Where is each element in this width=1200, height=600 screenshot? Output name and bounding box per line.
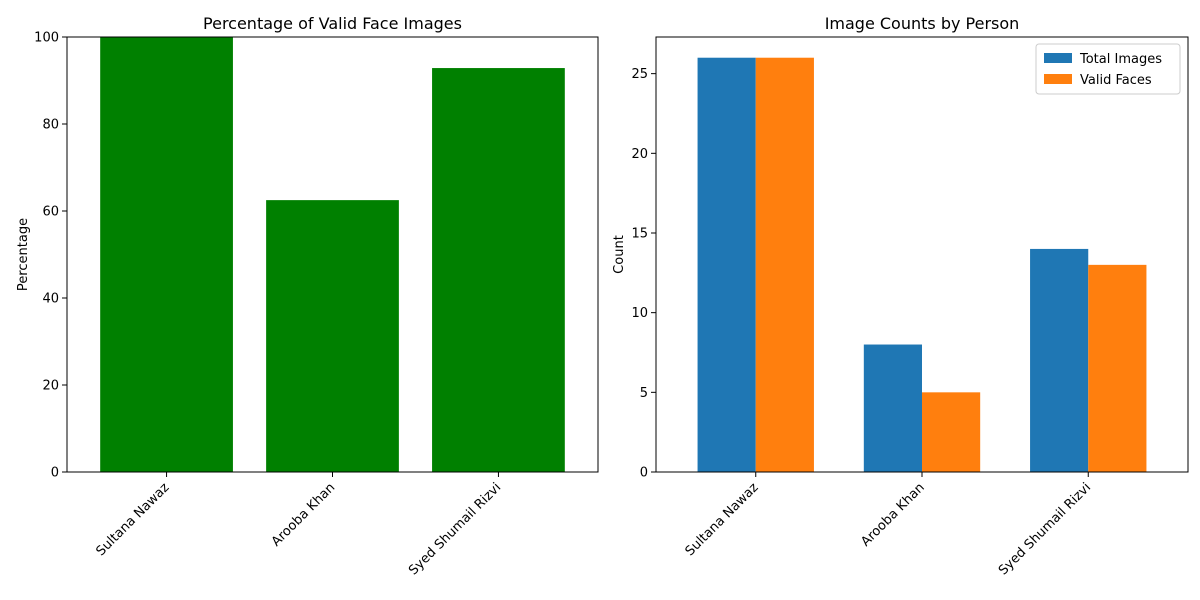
y-tick-label: 20 — [42, 379, 59, 394]
x-tick-label: Syed Shumail Rizvi — [996, 480, 1094, 578]
bar-total-images-syed-shumail-rizvi — [1030, 248, 1089, 472]
bar-valid-faces-arooba-khan — [922, 392, 981, 472]
legend-swatch — [1044, 53, 1072, 63]
chart-title: Image Counts by Person — [825, 14, 1020, 33]
legend: Total Images Valid Faces — [1035, 43, 1181, 95]
y-tick-label: 5 — [640, 386, 648, 401]
chart-title: Percentage of Valid Face Images — [203, 14, 462, 33]
y-axis-label: Percentage — [16, 218, 31, 291]
y-tick-label: 0 — [640, 466, 648, 481]
chart-1: 0 20 40 60 80 100 Sultana Nawaz Arooba Khan Syed… — [16, 14, 599, 578]
legend-swatch — [1044, 74, 1072, 84]
legend-entry: Total Images — [1079, 52, 1162, 67]
y-tick-label: 0 — [51, 466, 59, 481]
chart-2: 0 5 10 15 20 25 Sultana Nawaz Arooba Khan Syed S… — [612, 14, 1189, 578]
y-tick-label: 100 — [34, 31, 59, 46]
y-tick-label: 10 — [631, 306, 648, 321]
legend-entry: Valid Faces — [1080, 73, 1152, 88]
bar-syed-shumail-rizvi — [432, 68, 565, 473]
x-tick-label: Sultana Nawaz — [683, 480, 762, 559]
bar-arooba-khan — [266, 200, 399, 472]
y-axis-label: Count — [612, 235, 627, 274]
x-tick-label: Sultana Nawaz — [93, 480, 172, 559]
y-tick-label: 60 — [42, 205, 59, 220]
x-tick-label: Arooba Khan — [858, 480, 927, 549]
y-tick-label: 80 — [42, 118, 59, 133]
y-tick-label: 20 — [631, 147, 648, 162]
bar-total-images-sultana-nawaz — [697, 57, 756, 472]
bar-valid-faces-syed-shumail-rizvi — [1088, 264, 1147, 472]
bar-valid-faces-sultana-nawaz — [755, 57, 814, 472]
x-tick-label: Arooba Khan — [269, 480, 338, 549]
y-tick-label: 15 — [631, 226, 648, 241]
y-tick-label: 25 — [631, 67, 648, 82]
bar-total-images-arooba-khan — [863, 344, 922, 472]
bar-sultana-nawaz — [100, 37, 233, 472]
x-tick-label: Syed Shumail Rizvi — [406, 480, 504, 578]
y-tick-label: 40 — [42, 292, 59, 307]
